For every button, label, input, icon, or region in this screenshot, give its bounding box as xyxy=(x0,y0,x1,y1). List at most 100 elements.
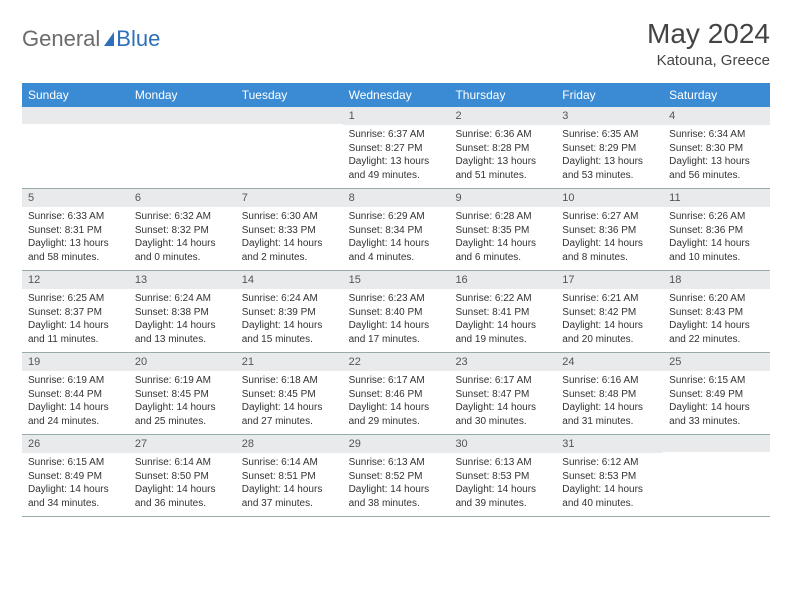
sunrise-text: Sunrise: 6:14 AM xyxy=(135,456,230,470)
sunset-text: Sunset: 8:32 PM xyxy=(135,224,230,238)
day-number: 6 xyxy=(129,189,236,207)
day-number: 21 xyxy=(236,353,343,371)
day-body: Sunrise: 6:17 AMSunset: 8:46 PMDaylight:… xyxy=(343,371,450,434)
week-row: 12Sunrise: 6:25 AMSunset: 8:37 PMDayligh… xyxy=(22,271,770,353)
day-number: 9 xyxy=(449,189,556,207)
week-row: 19Sunrise: 6:19 AMSunset: 8:44 PMDayligh… xyxy=(22,353,770,435)
calendar-grid: SundayMondayTuesdayWednesdayThursdayFrid… xyxy=(22,83,770,517)
day-cell: 8Sunrise: 6:29 AMSunset: 8:34 PMDaylight… xyxy=(343,189,450,270)
day-number xyxy=(663,435,770,452)
day-body: Sunrise: 6:14 AMSunset: 8:51 PMDaylight:… xyxy=(236,453,343,516)
sunset-text: Sunset: 8:34 PM xyxy=(349,224,444,238)
daylight-text: Daylight: 14 hours and 29 minutes. xyxy=(349,401,444,428)
sunrise-text: Sunrise: 6:21 AM xyxy=(562,292,657,306)
weekday-header-cell: Wednesday xyxy=(343,83,450,107)
day-cell: 14Sunrise: 6:24 AMSunset: 8:39 PMDayligh… xyxy=(236,271,343,352)
sunset-text: Sunset: 8:41 PM xyxy=(455,306,550,320)
day-body: Sunrise: 6:15 AMSunset: 8:49 PMDaylight:… xyxy=(663,371,770,434)
day-number: 24 xyxy=(556,353,663,371)
weekday-header-cell: Friday xyxy=(556,83,663,107)
day-cell: 15Sunrise: 6:23 AMSunset: 8:40 PMDayligh… xyxy=(343,271,450,352)
weekday-header-cell: Sunday xyxy=(22,83,129,107)
weekday-header-cell: Tuesday xyxy=(236,83,343,107)
sunset-text: Sunset: 8:44 PM xyxy=(28,388,123,402)
sunrise-text: Sunrise: 6:23 AM xyxy=(349,292,444,306)
day-cell: 1Sunrise: 6:37 AMSunset: 8:27 PMDaylight… xyxy=(343,107,450,188)
day-cell xyxy=(22,107,129,188)
day-number: 31 xyxy=(556,435,663,453)
week-row: 5Sunrise: 6:33 AMSunset: 8:31 PMDaylight… xyxy=(22,189,770,271)
day-body: Sunrise: 6:16 AMSunset: 8:48 PMDaylight:… xyxy=(556,371,663,434)
sunset-text: Sunset: 8:36 PM xyxy=(562,224,657,238)
daylight-text: Daylight: 13 hours and 49 minutes. xyxy=(349,155,444,182)
day-cell: 24Sunrise: 6:16 AMSunset: 8:48 PMDayligh… xyxy=(556,353,663,434)
day-body: Sunrise: 6:19 AMSunset: 8:44 PMDaylight:… xyxy=(22,371,129,434)
day-number: 15 xyxy=(343,271,450,289)
daylight-text: Daylight: 13 hours and 56 minutes. xyxy=(669,155,764,182)
day-body: Sunrise: 6:24 AMSunset: 8:39 PMDaylight:… xyxy=(236,289,343,352)
sunrise-text: Sunrise: 6:27 AM xyxy=(562,210,657,224)
day-cell: 29Sunrise: 6:13 AMSunset: 8:52 PMDayligh… xyxy=(343,435,450,516)
sunset-text: Sunset: 8:50 PM xyxy=(135,470,230,484)
daylight-text: Daylight: 14 hours and 30 minutes. xyxy=(455,401,550,428)
day-cell: 26Sunrise: 6:15 AMSunset: 8:49 PMDayligh… xyxy=(22,435,129,516)
day-cell xyxy=(236,107,343,188)
sunset-text: Sunset: 8:48 PM xyxy=(562,388,657,402)
day-body: Sunrise: 6:34 AMSunset: 8:30 PMDaylight:… xyxy=(663,125,770,188)
day-cell: 18Sunrise: 6:20 AMSunset: 8:43 PMDayligh… xyxy=(663,271,770,352)
day-body: Sunrise: 6:21 AMSunset: 8:42 PMDaylight:… xyxy=(556,289,663,352)
day-cell xyxy=(663,435,770,516)
day-cell: 13Sunrise: 6:24 AMSunset: 8:38 PMDayligh… xyxy=(129,271,236,352)
day-cell: 19Sunrise: 6:19 AMSunset: 8:44 PMDayligh… xyxy=(22,353,129,434)
sunrise-text: Sunrise: 6:18 AM xyxy=(242,374,337,388)
sunrise-text: Sunrise: 6:13 AM xyxy=(455,456,550,470)
day-cell: 25Sunrise: 6:15 AMSunset: 8:49 PMDayligh… xyxy=(663,353,770,434)
sunset-text: Sunset: 8:43 PM xyxy=(669,306,764,320)
day-number: 26 xyxy=(22,435,129,453)
sunrise-text: Sunrise: 6:22 AM xyxy=(455,292,550,306)
sunset-text: Sunset: 8:53 PM xyxy=(562,470,657,484)
day-cell: 22Sunrise: 6:17 AMSunset: 8:46 PMDayligh… xyxy=(343,353,450,434)
day-number: 30 xyxy=(449,435,556,453)
day-number: 1 xyxy=(343,107,450,125)
sunrise-text: Sunrise: 6:14 AM xyxy=(242,456,337,470)
weekday-header-cell: Saturday xyxy=(663,83,770,107)
day-number: 13 xyxy=(129,271,236,289)
day-number: 18 xyxy=(663,271,770,289)
daylight-text: Daylight: 13 hours and 51 minutes. xyxy=(455,155,550,182)
sunrise-text: Sunrise: 6:19 AM xyxy=(28,374,123,388)
week-row: 26Sunrise: 6:15 AMSunset: 8:49 PMDayligh… xyxy=(22,435,770,517)
day-cell: 6Sunrise: 6:32 AMSunset: 8:32 PMDaylight… xyxy=(129,189,236,270)
logo-text-1: General xyxy=(22,26,100,52)
sunrise-text: Sunrise: 6:26 AM xyxy=(669,210,764,224)
sunset-text: Sunset: 8:52 PM xyxy=(349,470,444,484)
day-cell: 5Sunrise: 6:33 AMSunset: 8:31 PMDaylight… xyxy=(22,189,129,270)
daylight-text: Daylight: 13 hours and 58 minutes. xyxy=(28,237,123,264)
day-number: 28 xyxy=(236,435,343,453)
day-number: 27 xyxy=(129,435,236,453)
day-body: Sunrise: 6:12 AMSunset: 8:53 PMDaylight:… xyxy=(556,453,663,516)
sunrise-text: Sunrise: 6:35 AM xyxy=(562,128,657,142)
sunrise-text: Sunrise: 6:25 AM xyxy=(28,292,123,306)
day-body: Sunrise: 6:15 AMSunset: 8:49 PMDaylight:… xyxy=(22,453,129,516)
day-number: 5 xyxy=(22,189,129,207)
day-number: 22 xyxy=(343,353,450,371)
day-body: Sunrise: 6:27 AMSunset: 8:36 PMDaylight:… xyxy=(556,207,663,270)
day-cell: 3Sunrise: 6:35 AMSunset: 8:29 PMDaylight… xyxy=(556,107,663,188)
location-label: Katouna, Greece xyxy=(647,52,770,69)
day-number: 16 xyxy=(449,271,556,289)
daylight-text: Daylight: 14 hours and 27 minutes. xyxy=(242,401,337,428)
sunrise-text: Sunrise: 6:28 AM xyxy=(455,210,550,224)
day-cell: 31Sunrise: 6:12 AMSunset: 8:53 PMDayligh… xyxy=(556,435,663,516)
day-number: 19 xyxy=(22,353,129,371)
day-cell xyxy=(129,107,236,188)
day-number: 2 xyxy=(449,107,556,125)
sunset-text: Sunset: 8:46 PM xyxy=(349,388,444,402)
day-number: 4 xyxy=(663,107,770,125)
sunrise-text: Sunrise: 6:32 AM xyxy=(135,210,230,224)
sunset-text: Sunset: 8:51 PM xyxy=(242,470,337,484)
day-cell: 10Sunrise: 6:27 AMSunset: 8:36 PMDayligh… xyxy=(556,189,663,270)
daylight-text: Daylight: 14 hours and 34 minutes. xyxy=(28,483,123,510)
day-cell: 9Sunrise: 6:28 AMSunset: 8:35 PMDaylight… xyxy=(449,189,556,270)
day-body: Sunrise: 6:37 AMSunset: 8:27 PMDaylight:… xyxy=(343,125,450,188)
